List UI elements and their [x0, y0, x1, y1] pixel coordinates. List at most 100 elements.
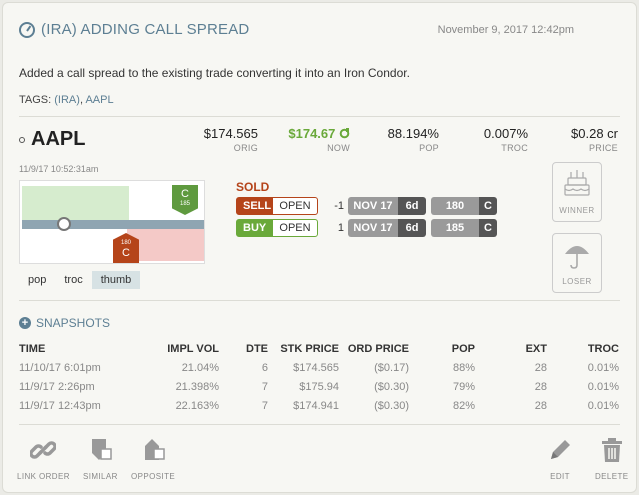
call-pin-type: C [181, 188, 189, 200]
col-impl-vol: IMPL VOL [167, 343, 219, 355]
snapshots-table: TIME IMPL VOL DTE STK PRICE ORD PRICE PO… [19, 343, 623, 419]
opposite-button[interactable]: OPPOSITE [131, 437, 175, 481]
divider [19, 424, 620, 425]
bullet-icon [19, 136, 25, 143]
short-strike-pin: 180 C [113, 233, 139, 263]
tags: TAGS: (IRA), AAPL [19, 94, 114, 106]
metric-orig-label: ORIG [233, 143, 258, 153]
col-stk-price: STK PRICE [280, 343, 339, 355]
leg-qty: -1 [334, 200, 344, 212]
delete-label: DELETE [595, 472, 629, 481]
divider [19, 116, 620, 117]
metric-pop: 88.194% POP [388, 126, 439, 153]
cell-dte: 7 [261, 381, 268, 393]
profit-zone [22, 186, 129, 220]
table-row: 11/9/17 2:26pm 21.398% 7 $175.94 ($0.30)… [19, 381, 623, 400]
col-troc: TROC [587, 343, 619, 355]
edit-button[interactable]: EDIT [547, 437, 573, 481]
tab-troc[interactable]: troc [64, 274, 83, 286]
order-leg-buy: BUY OPEN 1 NOV 17 6d 185 C [236, 219, 497, 237]
table-row: 11/9/17 12:43pm 22.163% 7 $174.941 ($0.3… [19, 400, 623, 419]
leg-dte: 6d [398, 219, 426, 237]
cell-ext: 28 [534, 381, 547, 393]
cell-pop: 79% [452, 381, 475, 393]
similar-button[interactable]: SIMILAR [83, 437, 118, 481]
link-order-button[interactable]: LINK ORDER [17, 437, 70, 481]
tag-ira[interactable]: (IRA) [54, 94, 80, 106]
cell-troc: 0.01% [587, 381, 619, 393]
call-strike-pin: C 185 [172, 185, 198, 215]
loser-label: LOSER [562, 277, 592, 286]
refresh-icon[interactable] [339, 128, 350, 139]
metric-troc: 0.007% TROC [484, 126, 528, 153]
leg-expiry: NOV 17 [348, 197, 398, 215]
cell-time: 11/9/17 2:26pm [19, 381, 95, 393]
price-bar [22, 220, 204, 229]
trade-thumbnail[interactable]: C 185 180 C [19, 180, 205, 264]
cell-dte: 6 [261, 362, 268, 374]
thumb-tabs: pop troc thumb [19, 271, 141, 289]
metric-troc-value: 0.007% [483, 126, 528, 141]
loser-button[interactable]: LOSER [552, 233, 602, 293]
short-pin-strike: 180 [120, 240, 131, 246]
leg-action-buy: BUY [236, 219, 272, 237]
winner-label: WINNER [559, 206, 595, 215]
winner-button[interactable]: WINNER [552, 162, 602, 222]
leg-open-close: OPEN [272, 197, 318, 215]
metric-pop-label: POP [419, 143, 439, 153]
cell-troc: 0.01% [587, 400, 619, 412]
metric-now-price: $174.67 [288, 126, 336, 141]
order-status: SOLD [236, 180, 270, 194]
metric-now-value: $174.67 [288, 126, 350, 141]
table-header: TIME IMPL VOL DTE STK PRICE ORD PRICE PO… [19, 343, 623, 362]
call-pin-strike: 185 [179, 201, 190, 207]
cell-troc: 0.01% [587, 362, 619, 374]
metric-pop-value: 88.194% [387, 126, 439, 141]
short-pin-type: C [122, 247, 130, 259]
tab-pop[interactable]: pop [28, 274, 47, 286]
tag-aapl[interactable]: AAPL [85, 94, 114, 106]
cell-ord-price: ($0.30) [374, 400, 409, 412]
leg-open-close: OPEN [272, 219, 318, 237]
metric-price: $0.28 cr PRICE [571, 126, 618, 153]
leg-type: C [479, 219, 497, 237]
cell-impl-vol: 22.163% [175, 400, 219, 412]
cell-stk-price: $174.565 [293, 362, 339, 374]
cell-dte: 7 [261, 400, 268, 412]
similar-icon [92, 439, 113, 460]
metric-troc-label: TROC [501, 143, 528, 153]
leg-type: C [479, 197, 497, 215]
cell-ext: 28 [534, 400, 547, 412]
trash-icon [601, 438, 622, 462]
cake-icon [564, 170, 590, 196]
title-row: (IRA) ADDING CALL SPREAD [19, 21, 249, 38]
trade-timestamp: 11/9/17 10:52:31am [19, 164, 99, 174]
leg-expiry: NOV 17 [348, 219, 398, 237]
link-icon [29, 441, 58, 459]
cell-ord-price: ($0.17) [374, 362, 409, 374]
snapshots-header[interactable]: + SNAPSHOTS [19, 316, 110, 330]
cell-time: 11/9/17 12:43pm [19, 400, 101, 412]
leg-strike: 185 [431, 219, 479, 237]
metric-orig-value: $174.565 [203, 126, 258, 141]
cell-impl-vol: 21.04% [181, 362, 219, 374]
col-ord-price: ORD PRICE [347, 343, 409, 355]
delete-button[interactable]: DELETE [595, 437, 629, 481]
metric-now: $174.67 NOW [288, 126, 350, 153]
tags-label: TAGS: [19, 94, 52, 106]
pencil-icon [551, 440, 570, 459]
table-row: 11/10/17 6:01pm 21.04% 6 $174.565 ($0.17… [19, 362, 623, 381]
opposite-icon [145, 439, 165, 460]
snapshots-title: SNAPSHOTS [36, 316, 111, 330]
symbol[interactable]: AAPL [31, 128, 86, 150]
metric-now-label: NOW [327, 143, 350, 153]
price-marker [57, 217, 71, 231]
umbrella-icon [565, 246, 589, 269]
trade-title[interactable]: (IRA) ADDING CALL SPREAD [41, 21, 250, 38]
tab-thumb[interactable]: thumb [91, 271, 141, 289]
trade-date: November 9, 2017 12:42pm [437, 24, 574, 36]
cell-stk-price: $175.94 [299, 381, 339, 393]
trade-description: Added a call spread to the existing trad… [19, 66, 410, 80]
col-ext: EXT [525, 343, 547, 355]
